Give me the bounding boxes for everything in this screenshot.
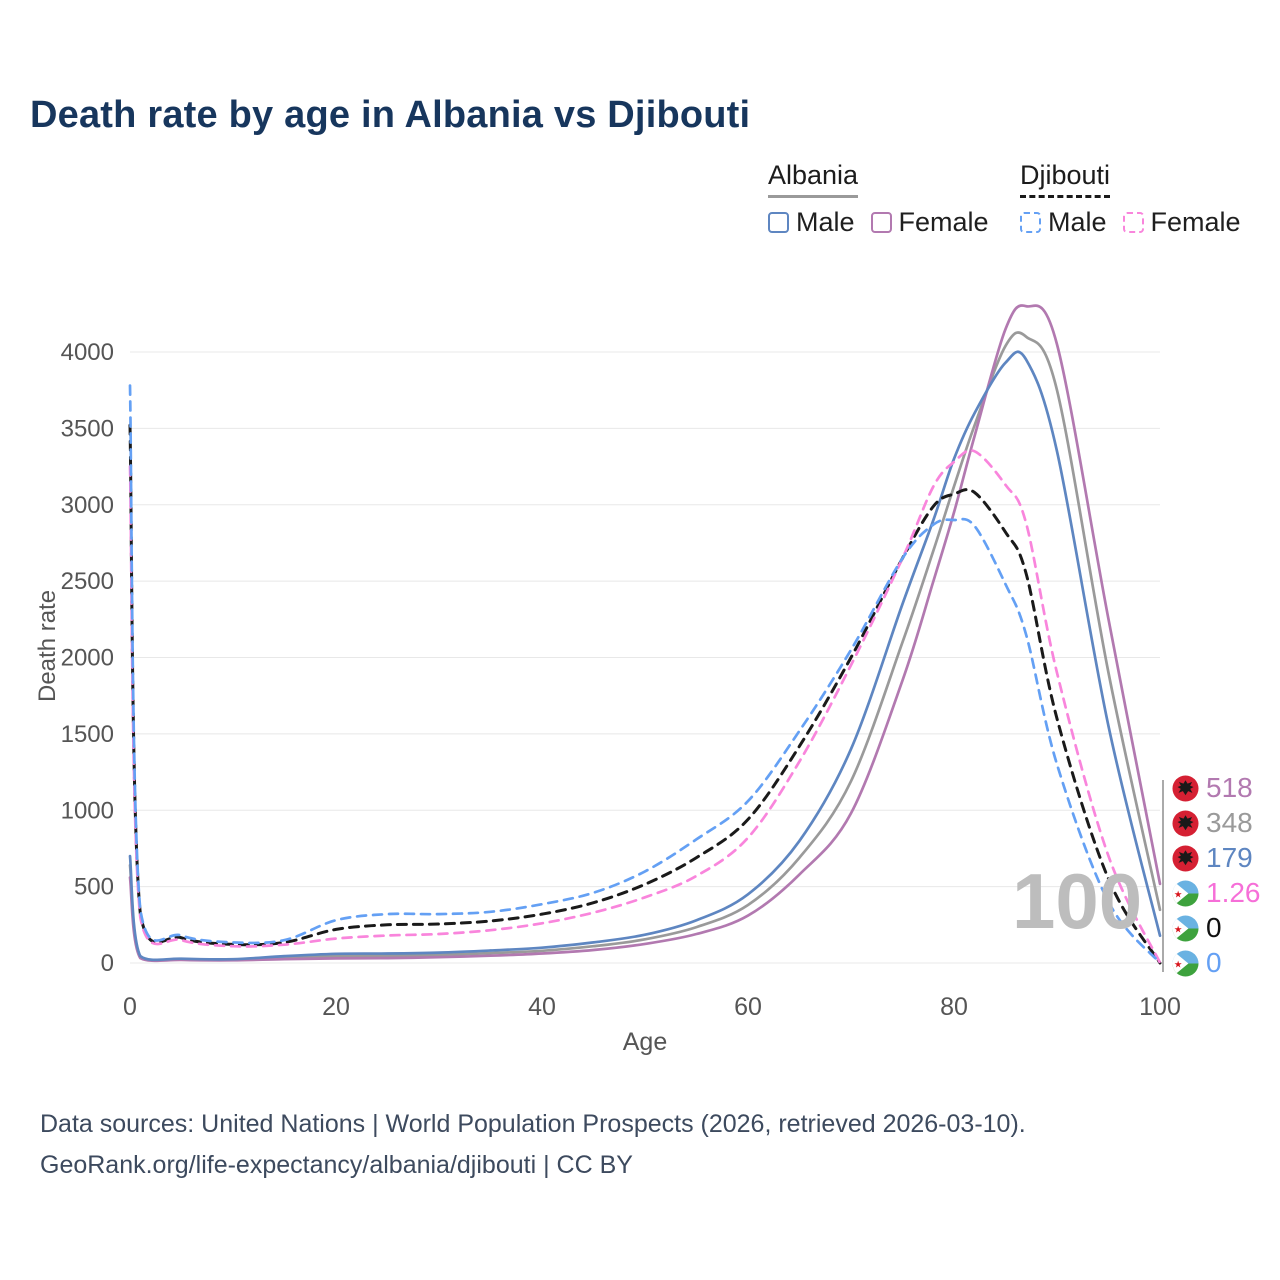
series-line-djibouti_total[interactable] xyxy=(128,423,1162,965)
legend-heading-albania[interactable]: Albania xyxy=(768,160,859,198)
legend-label-djibouti-male: Male xyxy=(1048,207,1107,237)
x-axis-label: Age xyxy=(622,1028,668,1056)
legend-label-albania-female: Female xyxy=(898,207,989,237)
page-title: Death rate by age in Albania vs Djibouti xyxy=(30,94,751,136)
legend-row-djibouti: Male Female xyxy=(1020,207,1241,238)
y-tick-label: 500 xyxy=(74,874,114,901)
series-line-djibouti_female[interactable] xyxy=(128,449,1162,965)
x-tick-label: 60 xyxy=(734,993,762,1021)
hover-age-watermark: 100 xyxy=(1012,857,1143,945)
y-tick-label: 4000 xyxy=(61,339,114,366)
y-tick-label: 2000 xyxy=(61,645,114,672)
x-tick-label: 80 xyxy=(940,993,968,1021)
y-tick-label: 1000 xyxy=(61,797,114,824)
legend-heading-djibouti[interactable]: Djibouti xyxy=(1020,160,1111,198)
legend-item-djibouti-male[interactable]: Male xyxy=(1020,207,1107,238)
series-line-albania_male[interactable] xyxy=(128,350,1162,962)
x-tick-label: 100 xyxy=(1139,993,1181,1021)
djibouti-male-swatch xyxy=(1020,212,1041,233)
legend-item-djibouti-female[interactable]: Female xyxy=(1122,207,1241,238)
legend-label-albania-male: Male xyxy=(796,207,855,237)
djibouti-female-swatch xyxy=(1122,212,1144,233)
y-tick-label: 3500 xyxy=(61,415,114,442)
series-line-albania_total[interactable] xyxy=(128,331,1162,962)
legend-item-albania-female[interactable]: Female xyxy=(870,207,989,238)
legend-group-albania: Albania Male Female xyxy=(768,160,989,238)
y-tick-label: 0 xyxy=(101,950,114,977)
x-tick-label: 40 xyxy=(528,993,556,1021)
data-sources-line: Data sources: United Nations | World Pop… xyxy=(40,1110,1026,1138)
attribution-line: GeoRank.org/life-expectancy/albania/djib… xyxy=(40,1150,633,1179)
legend-row-albania: Male Female xyxy=(768,207,989,238)
albania-male-swatch xyxy=(768,212,789,233)
y-tick-label: 2500 xyxy=(61,568,114,595)
x-tick-label: 20 xyxy=(322,993,350,1021)
x-tick-label: 0 xyxy=(123,993,137,1021)
albania-female-swatch xyxy=(870,212,892,233)
footer: Data sources: United Nations | World Pop… xyxy=(40,1104,1026,1185)
legend-item-albania-male[interactable]: Male xyxy=(768,207,855,238)
y-tick-label: 1500 xyxy=(61,721,114,748)
series-line-albania_female[interactable] xyxy=(128,304,1162,963)
series-line-djibouti_male[interactable] xyxy=(128,384,1162,965)
y-axis-label: Death rate xyxy=(34,589,61,702)
legend-label-djibouti-female: Female xyxy=(1150,207,1241,237)
legend-group-djibouti: Djibouti Male Female xyxy=(1020,160,1241,238)
y-tick-label: 3000 xyxy=(61,492,114,519)
